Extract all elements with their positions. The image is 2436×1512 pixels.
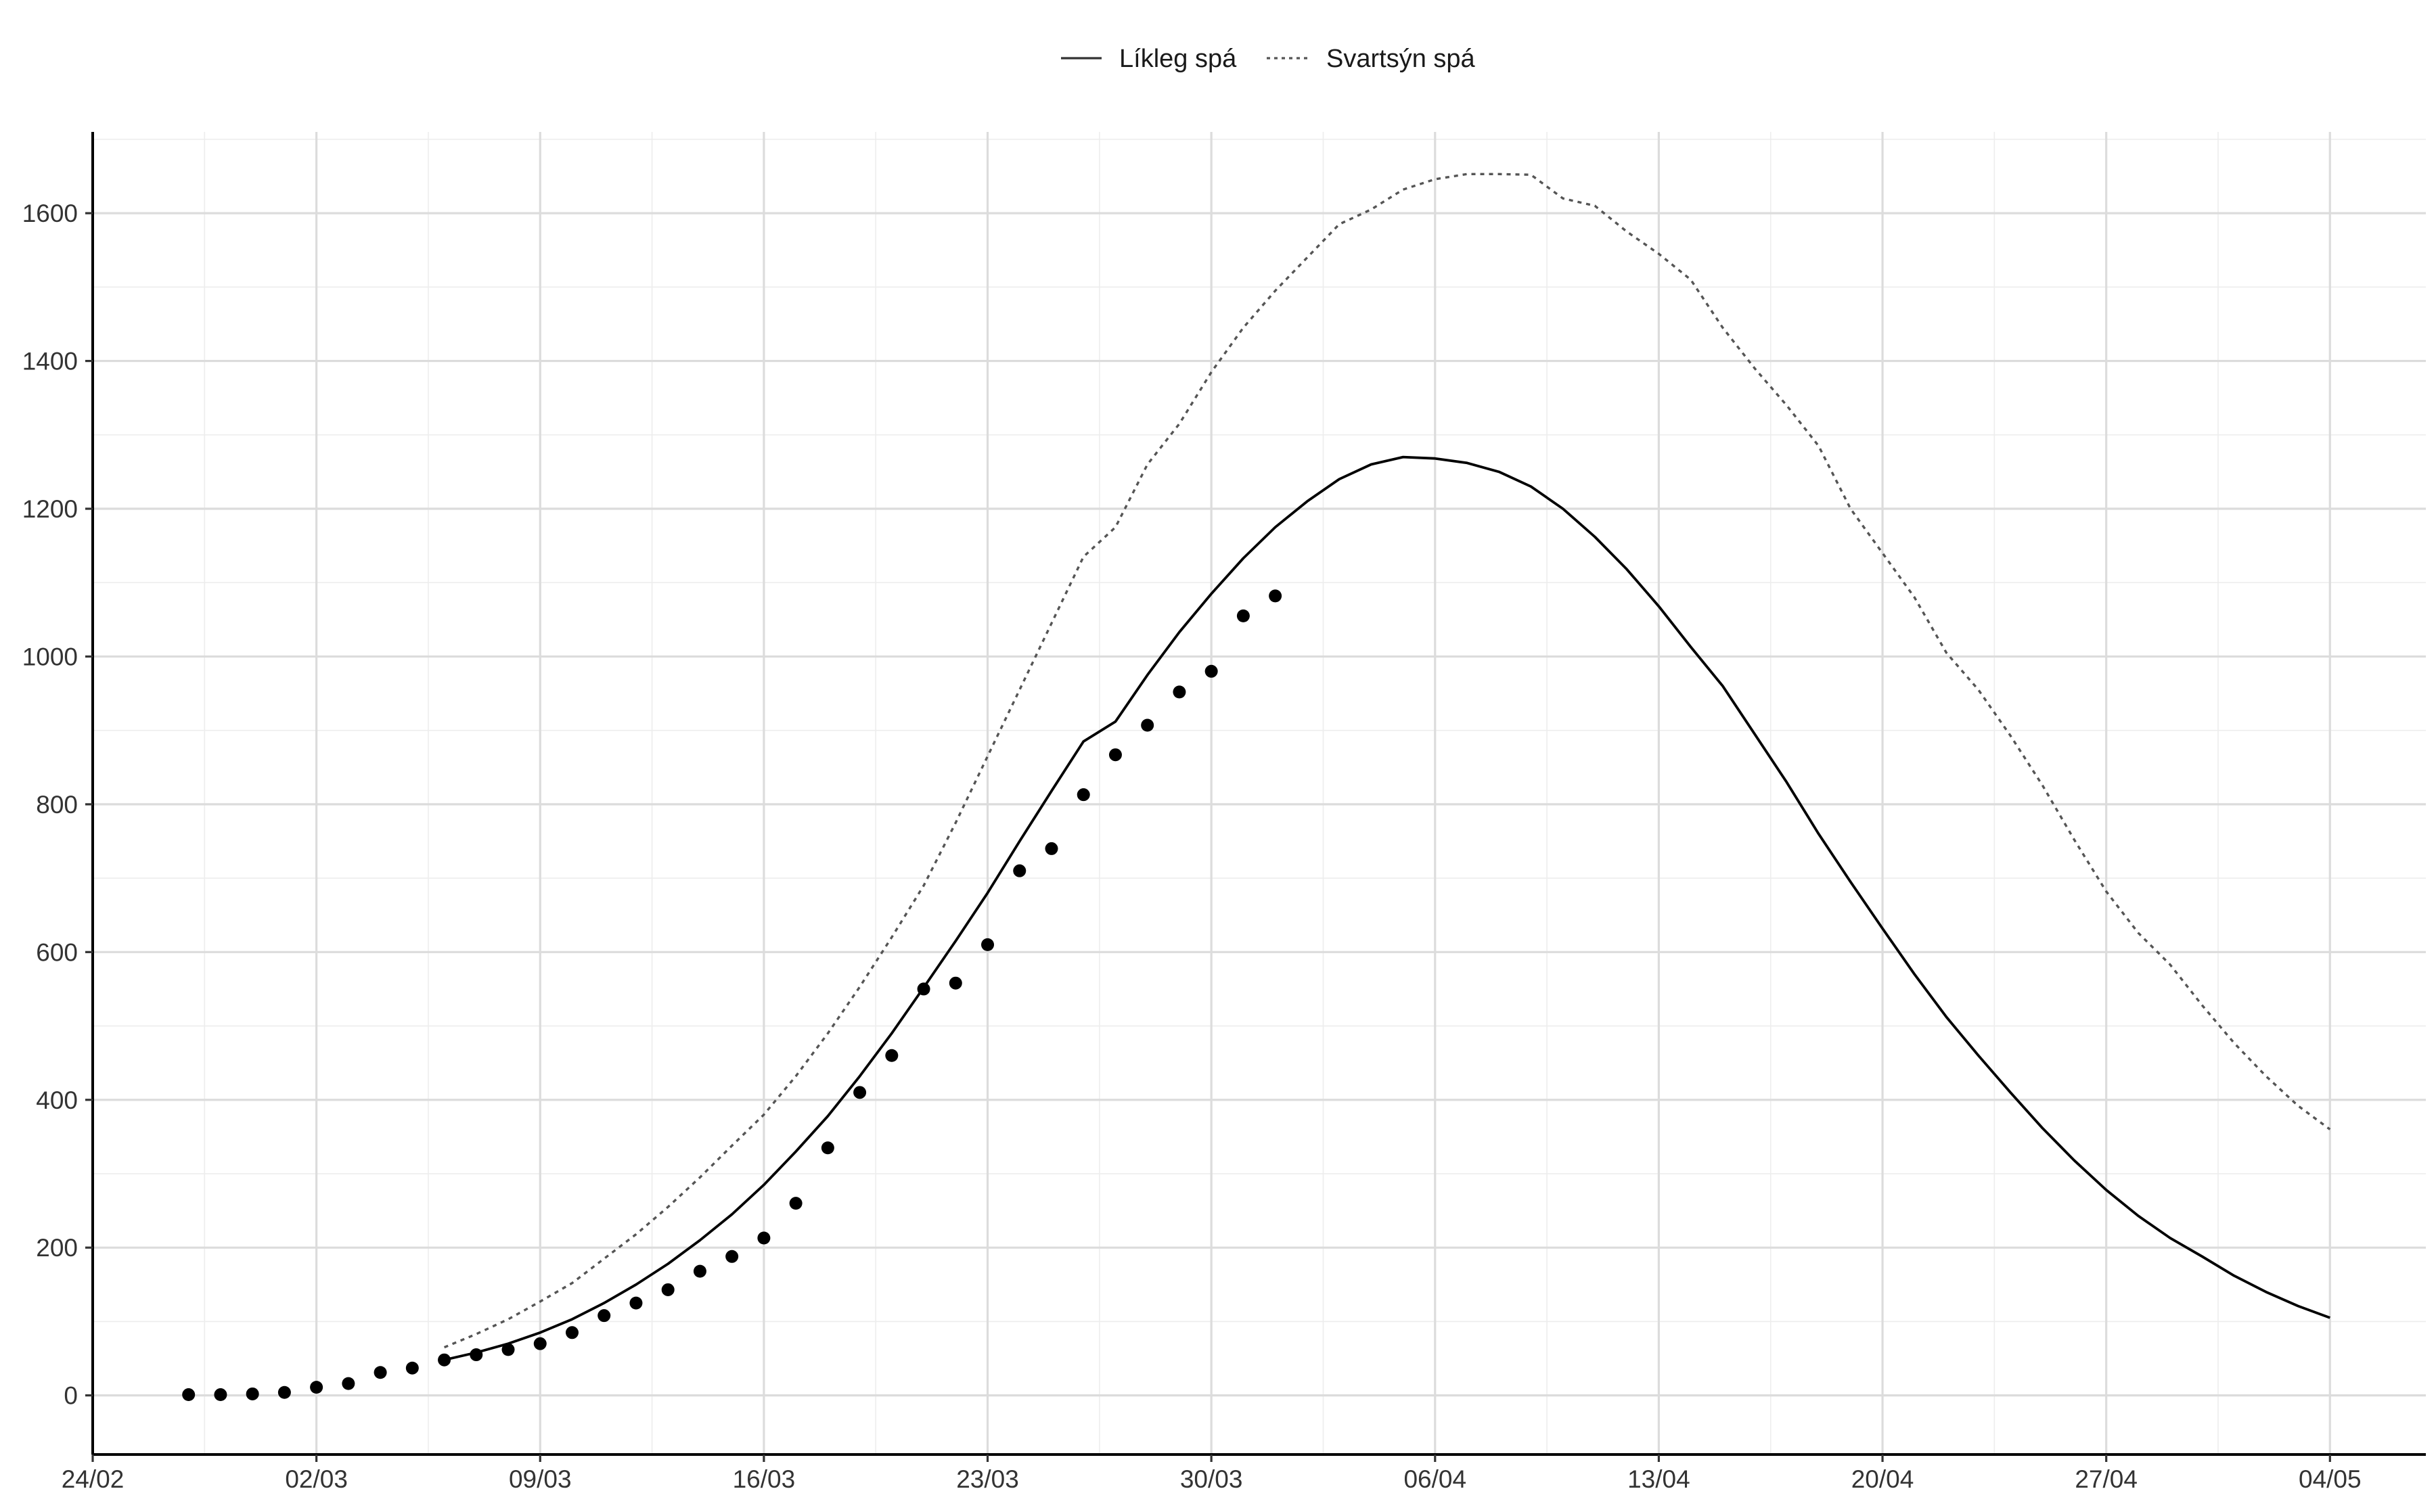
x-tick-label: 23/03 [956, 1465, 1019, 1493]
x-tick-label: 20/04 [1851, 1465, 1914, 1493]
legend-label-likleg: Líkleg spá [1119, 45, 1237, 73]
observed-point [405, 1361, 419, 1375]
observed-point [1269, 589, 1282, 603]
observed-point [1045, 842, 1058, 855]
observed-point [885, 1049, 899, 1062]
observed-point [789, 1197, 803, 1210]
observed-points [182, 589, 1282, 1402]
legend-label-svartsyn: Svartsýn spá [1326, 45, 1476, 73]
series-lines [443, 173, 2331, 1362]
x-axis-ticks: 24/02 02/03 09/03 16/03 23/03 30/03 06/04 13/04… [62, 1454, 2362, 1493]
observed-point [693, 1264, 706, 1278]
observed-point [214, 1388, 227, 1402]
x-tick-label: 13/04 [1627, 1465, 1690, 1493]
y-tick-label: 0 [64, 1382, 78, 1410]
x-tick-label: 30/03 [1180, 1465, 1243, 1493]
y-tick-label: 200 [36, 1234, 78, 1262]
y-tick-label: 800 [36, 791, 78, 819]
x-tick-label: 04/05 [2299, 1465, 2362, 1493]
y-axis-ticks: 0 200 400 600 800 1000 1200 1400 1600 [22, 200, 93, 1410]
observed-point [374, 1366, 387, 1379]
x-tick-label: 27/04 [2075, 1465, 2138, 1493]
y-tick-label: 400 [36, 1086, 78, 1114]
observed-point [1236, 609, 1250, 622]
observed-point [565, 1326, 579, 1339]
observed-point [501, 1343, 515, 1356]
x-tick-label: 16/03 [733, 1465, 796, 1493]
x-tick-label: 02/03 [285, 1465, 348, 1493]
observed-point [342, 1377, 355, 1390]
observed-point [533, 1337, 547, 1350]
likleg-spa-line [444, 455, 2330, 1362]
x-tick-label: 09/03 [509, 1465, 572, 1493]
observed-point [182, 1388, 196, 1402]
observed-point [661, 1283, 675, 1296]
observed-point [246, 1387, 259, 1400]
observed-point [981, 938, 995, 951]
observed-point [821, 1141, 834, 1155]
y-tick-label: 1600 [22, 200, 78, 227]
observed-point [1108, 748, 1122, 762]
observed-point [757, 1231, 771, 1245]
observed-point [470, 1348, 483, 1362]
y-tick-label: 1000 [22, 643, 78, 670]
observed-point [1077, 788, 1090, 802]
minor-gridlines [93, 132, 2426, 1454]
svartsyn-spa-line [443, 173, 2331, 1349]
x-tick-label: 24/02 [62, 1465, 125, 1493]
observed-point [438, 1353, 451, 1367]
observed-point [597, 1309, 611, 1323]
observed-point [310, 1381, 323, 1394]
observed-point [629, 1296, 643, 1310]
observed-point [917, 982, 930, 996]
observed-point [1173, 685, 1186, 699]
y-tick-label: 1400 [22, 348, 78, 375]
y-tick-label: 600 [36, 938, 78, 966]
observed-point [853, 1086, 867, 1099]
observed-point [1204, 664, 1218, 678]
observed-point [1141, 718, 1154, 732]
x-tick-label: 06/04 [1403, 1465, 1466, 1493]
y-tick-label: 1200 [22, 495, 78, 523]
observed-point [277, 1385, 291, 1399]
legend: Líkleg spá Svartsýn spá [1061, 45, 1476, 73]
observed-point [725, 1250, 739, 1263]
axes [91, 132, 2426, 1456]
observed-point [949, 976, 962, 990]
observed-point [1013, 864, 1027, 877]
